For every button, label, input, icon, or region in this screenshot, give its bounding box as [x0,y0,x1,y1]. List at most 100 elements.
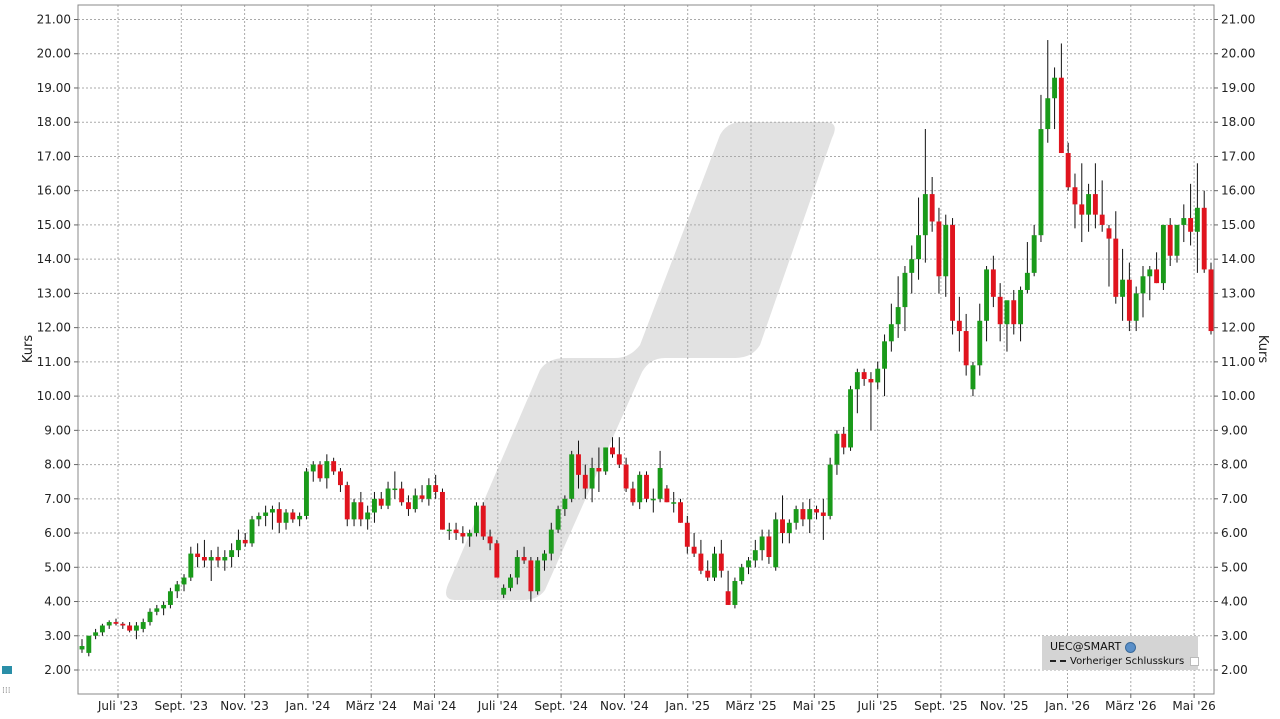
candle [242,533,248,547]
candle-body [936,221,942,277]
candle [1106,224,1112,287]
candle [276,502,282,534]
candle [909,245,915,294]
candle-body [133,625,139,631]
candle [582,464,588,499]
candle [854,368,860,414]
candle [86,635,92,657]
candle [1154,252,1160,284]
candle-body [698,553,704,571]
candle-body [167,591,173,605]
x-axis: Juli '23 Sept. '23 Nov. '23 Jan. '24 März '2… [97,694,1216,713]
candle [970,361,976,397]
y-tick-label-left: 16.00 [37,184,71,198]
candle-body [977,320,983,366]
candle-body [759,536,765,551]
candle-body [1106,228,1112,239]
candle-body [916,235,921,260]
candle [1086,183,1092,232]
tool-icon[interactable] [2,666,12,674]
checkbox-icon[interactable] [1190,656,1200,666]
candle-body [1133,293,1139,321]
candle [861,368,867,386]
candle-body [875,368,881,383]
candle-body [161,604,167,609]
candle [752,539,758,568]
candle-body [331,461,337,472]
candle-body [1099,214,1105,225]
candle-body [344,485,350,520]
candle [610,437,615,458]
candle [147,608,153,626]
candle [372,491,377,523]
candle [161,601,167,616]
y-tick-label-right: 7.00 [1221,492,1248,506]
candle [167,587,173,609]
candle [480,502,486,540]
candle [99,623,105,636]
candle-body [984,269,990,321]
candle-body [895,307,901,325]
y-tick-label-right: 16.00 [1221,184,1255,198]
x-tick-label: Juli '24 [477,699,518,713]
candle [895,276,901,338]
x-tick-label: Jan. '24 [285,699,331,713]
candle-body [195,553,201,558]
candle [977,303,983,376]
candle [453,522,459,540]
candle-body [1181,218,1187,225]
y-tick-label-left: 10.00 [37,389,71,403]
candle [1181,204,1187,243]
candle-body [535,560,541,592]
x-tick-label: Juli '25 [856,699,897,713]
candle-body [718,553,724,571]
candle-body [188,553,194,578]
y-tick-label-right: 18.00 [1221,115,1255,129]
candle [310,461,316,482]
candle [1045,40,1051,143]
candle-body [630,488,636,503]
y-tick-label-left: 15.00 [37,218,71,232]
candle-body [508,577,513,588]
candle-body [705,570,711,578]
candle [555,505,561,534]
plot-frame [77,4,1215,695]
candle-body [310,464,316,472]
candle [351,498,357,527]
candle [902,266,908,332]
candle-body [1052,77,1058,99]
candle-body [392,488,398,491]
candle [807,498,813,534]
y-tick-label-right: 2.00 [1221,663,1248,677]
candle [127,622,133,633]
y-tick-label-left: 9.00 [44,423,71,437]
candle [365,505,371,530]
candle-body [712,553,717,578]
candle-body [521,557,527,561]
candle-body [1188,218,1194,232]
candle-body [412,495,418,510]
candle-body [848,389,853,448]
x-tick-label: Nov. '25 [980,699,1029,713]
grip-icon[interactable]: ⁞⁞⁞ [2,686,11,696]
candle-body [542,553,547,561]
watermark-logo [446,122,835,600]
candle [514,550,520,585]
candle-body [650,498,656,501]
candle-body [372,498,377,513]
candle [1120,248,1126,321]
x-tick-label: Nov. '23 [220,699,269,713]
candle-body [419,495,425,499]
candle-body [616,454,622,465]
x-tick-label: Jan. '25 [664,699,710,713]
y-axis-right: 2.00 3.00 4.00 5.00 6.00 7.00 8.00 9.00 10.00 11.… [1214,13,1255,677]
x-tick-label: Mai '24 [413,699,456,713]
candle-body [385,488,391,506]
candle-body [487,536,493,544]
candle-body [501,587,507,595]
candle-body [725,591,731,605]
candle [229,543,235,568]
candle [705,560,711,581]
y-tick-label-right: 12.00 [1221,321,1255,335]
candle-body [1194,207,1200,232]
